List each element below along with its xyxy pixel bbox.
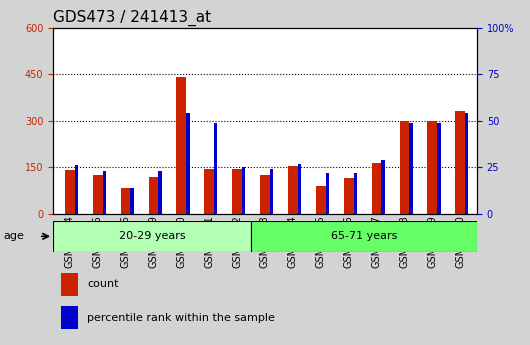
- Bar: [298, 164, 301, 214]
- Bar: [65, 170, 75, 214]
- Bar: [344, 178, 354, 214]
- Bar: [61, 273, 78, 296]
- Bar: [260, 175, 270, 214]
- Bar: [158, 171, 162, 214]
- Bar: [102, 171, 106, 214]
- Bar: [61, 306, 78, 329]
- Bar: [121, 188, 130, 214]
- Bar: [288, 166, 298, 214]
- Bar: [176, 77, 186, 214]
- Text: age: age: [4, 231, 25, 241]
- Bar: [93, 175, 102, 214]
- Bar: [372, 162, 382, 214]
- Bar: [205, 169, 214, 214]
- Bar: [186, 113, 190, 214]
- Bar: [455, 111, 465, 214]
- Bar: [400, 121, 409, 214]
- Bar: [382, 160, 385, 214]
- Bar: [437, 122, 440, 214]
- Text: percentile rank within the sample: percentile rank within the sample: [87, 313, 275, 323]
- Text: count: count: [87, 279, 118, 289]
- Bar: [148, 177, 158, 214]
- Bar: [130, 188, 134, 214]
- Bar: [251, 221, 477, 252]
- Bar: [270, 169, 273, 214]
- Bar: [409, 122, 413, 214]
- Bar: [75, 166, 78, 214]
- Bar: [325, 173, 329, 214]
- Text: 20-29 years: 20-29 years: [119, 231, 186, 241]
- Text: 65-71 years: 65-71 years: [331, 231, 397, 241]
- Text: GDS473 / 241413_at: GDS473 / 241413_at: [53, 10, 211, 26]
- Bar: [232, 169, 242, 214]
- Bar: [316, 186, 325, 214]
- Bar: [214, 122, 217, 214]
- Bar: [53, 221, 251, 252]
- Bar: [428, 121, 437, 214]
- Bar: [354, 173, 357, 214]
- Bar: [242, 167, 245, 214]
- Bar: [465, 113, 469, 214]
